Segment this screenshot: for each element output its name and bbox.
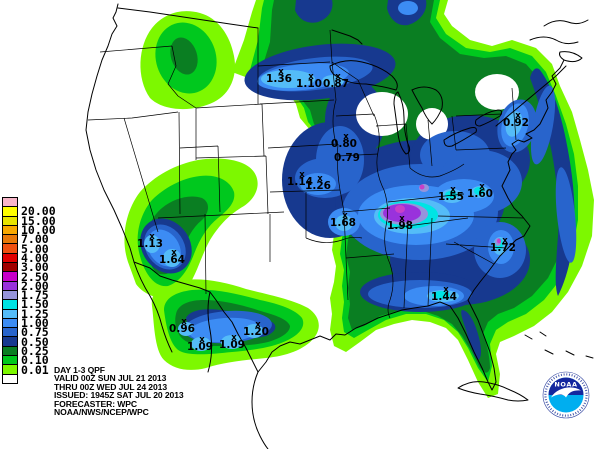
point-max-marker: x: [479, 182, 485, 192]
point-max-value: 1.09: [219, 339, 245, 351]
point-max-value: 1.09: [187, 341, 213, 353]
legend-value: 0.75: [21, 325, 49, 340]
legend-value: 2.50: [21, 269, 49, 284]
point-max-marker: x: [515, 111, 521, 121]
point-max-value: 1.36: [266, 73, 292, 85]
legend-entry: 4.00: [2, 250, 56, 265]
state-borders: [87, 28, 525, 319]
point-max-marker: x: [443, 285, 449, 295]
legend-value: 2.00: [21, 278, 49, 293]
legend: 20.00 15.00 10.00 7.00 5.00 4.00 3.00 2.50 2.00 1…: [2, 197, 56, 384]
legend-value: 1.75: [21, 288, 49, 303]
point-max-value: 1.64: [159, 254, 185, 266]
credit-line: DAY 1-3 QPF: [54, 365, 105, 375]
legend-value: 4.00: [21, 250, 49, 265]
point-max-marker: x: [450, 185, 456, 195]
point-max-value: 1.26: [305, 180, 331, 192]
credit-line: NOAA/NWS/NCEP/WPC: [54, 407, 149, 418]
legend-value: 5.00: [21, 241, 49, 256]
point-max-value: 0.80: [331, 138, 357, 150]
legend-value: 7.00: [21, 232, 49, 247]
point-max-value: 0.87: [323, 78, 349, 90]
point-max-marker: x: [181, 317, 187, 327]
legend-entry: 20.00: [2, 204, 56, 219]
point-max-marker: x: [299, 170, 305, 180]
contour-band-200: [383, 204, 421, 222]
contour-band-250: [395, 184, 501, 244]
legend-value: 1.25: [21, 306, 49, 321]
legend-value: 20.00: [21, 204, 56, 219]
point-max-marker: x: [231, 333, 237, 343]
legend-value: 0.10: [21, 353, 49, 368]
point-max-marker: x: [317, 174, 323, 184]
legend-value: 1.50: [21, 297, 49, 312]
point-max-marker: x: [335, 72, 341, 82]
legend-value: 10.00: [21, 223, 56, 238]
credit-line: VALID 00Z SUN JUL 21 2013: [54, 373, 167, 384]
point-max-value: 1.44: [431, 291, 457, 303]
point-max-marker: x: [343, 132, 349, 142]
noaa-logo-emblem: NOAA: [542, 371, 590, 419]
point-max-value: 0.79: [334, 152, 360, 164]
point-max-marker: x: [399, 214, 405, 224]
point-max-marker: x: [502, 236, 508, 246]
seagull-icon: [551, 387, 581, 398]
point-max-value: 1.60: [467, 188, 493, 200]
point-max-value: 0.92: [503, 117, 529, 129]
point-max-value: 1.55: [438, 191, 464, 203]
legend-entry: 0.50: [2, 334, 56, 349]
point-max-value: 1.14: [287, 176, 313, 188]
legend-value: 0.01: [21, 362, 49, 377]
point-max-marker: x: [199, 335, 205, 345]
legend-entry: 3.00: [2, 260, 56, 275]
point-max-marker: x: [278, 67, 284, 77]
logo-ring-text: [544, 373, 588, 417]
point-max-value: 1.98: [387, 220, 413, 232]
point-max-value: 1.20: [243, 326, 269, 338]
legend-value: 0.50: [21, 334, 49, 349]
point-max-value: 1.13: [137, 238, 163, 250]
point-max-value: 0.96: [169, 323, 195, 335]
point-max-marker: x: [342, 211, 348, 221]
noaa-logo: NOAA: [542, 371, 590, 419]
legend-swatch: [2, 373, 18, 384]
point-max-value: 1.72: [490, 242, 516, 254]
point-max-value: 1.10: [296, 78, 322, 90]
legend-value: 0.25: [21, 343, 49, 358]
point-max-marker: x: [308, 72, 314, 82]
credit-line: ISSUED: 1945Z SAT JUL 20 2013: [54, 390, 184, 401]
legend-entry: [2, 373, 56, 384]
coastlines: [85, 3, 594, 449]
credits: DAY 1-3 QPF VALID 00Z SUN JUL 21 2013 THRU…: [54, 365, 184, 418]
noaa-logo-text: NOAA: [554, 381, 577, 389]
point-max-marker: x: [255, 320, 261, 330]
credit-line: THRU 00Z WED JUL 24 2013: [54, 381, 168, 392]
legend-value: 15.00: [21, 213, 56, 228]
point-max-marker: x: [171, 248, 177, 258]
point-max-marker: x: [149, 232, 155, 242]
legend-value: 1.00: [21, 316, 49, 331]
point-max-value: 1.68: [330, 217, 356, 229]
credit-line: FORECASTER: WPC: [54, 398, 138, 409]
legend-value: 3.00: [21, 260, 49, 275]
great-lakes: [329, 60, 503, 155]
